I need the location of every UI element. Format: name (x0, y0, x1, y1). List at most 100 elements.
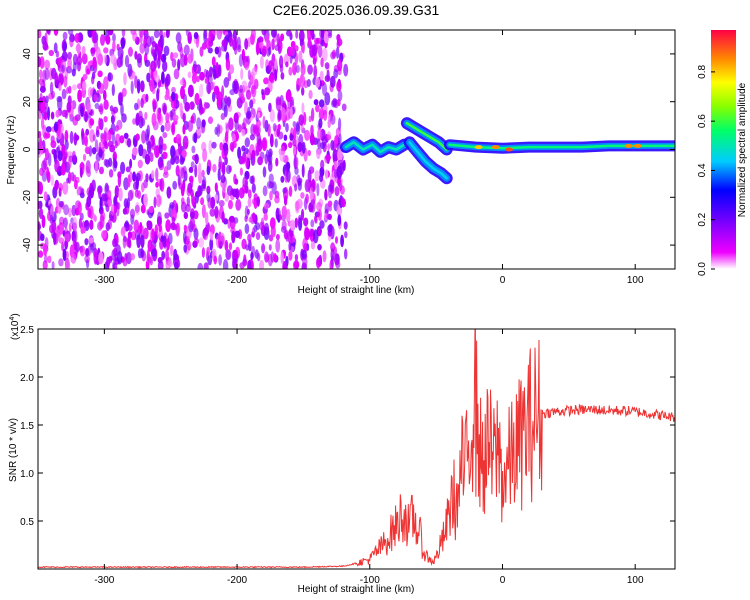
heatmap-cell (93, 215, 97, 222)
heatmap-cell (343, 63, 349, 77)
heatmap-cell (90, 47, 96, 57)
heatmap-cell (189, 101, 195, 110)
hot-spot (624, 143, 633, 148)
x-tick-label: -300 (94, 275, 114, 286)
heatmap-cell (221, 39, 227, 47)
heatmap-cell (62, 41, 67, 52)
heatmap-cell (269, 217, 276, 230)
hot-spot (491, 145, 500, 150)
heatmap-cell (261, 88, 265, 96)
heatmap-cell (320, 159, 325, 170)
heatmap-cell (61, 241, 65, 252)
heatmap-cell (144, 59, 151, 67)
heatmap-cell (112, 151, 118, 162)
heatmap-cell (111, 131, 115, 145)
heatmap-cell (38, 56, 42, 68)
heatmap-cell (194, 164, 198, 178)
heatmap-cell (251, 183, 256, 194)
heatmap-cell (236, 36, 241, 50)
heatmap-cell (92, 134, 96, 142)
heatmap-cell (268, 148, 273, 158)
heatmap-cell (269, 72, 275, 84)
heatmap-cell (88, 189, 92, 201)
heatmap-cell (288, 142, 293, 149)
heatmap-cell (61, 143, 66, 156)
heatmap-cell (241, 128, 246, 137)
heatmap-cell (53, 123, 59, 132)
heatmap-cell (187, 240, 192, 251)
heatmap-cell (114, 124, 119, 132)
heatmap-cell (73, 132, 78, 146)
heatmap-cell (264, 251, 269, 263)
heatmap-cell (161, 71, 165, 85)
heatmap-cell (151, 170, 155, 179)
heatmap-cell (101, 230, 107, 240)
heatmap-cell (269, 190, 273, 201)
heatmap-cell (80, 105, 84, 118)
heatmap-cell (219, 142, 224, 151)
heatmap-cell (53, 231, 57, 246)
heatmap-cell (85, 248, 90, 257)
snr-panel: -300 -200 -100 0 100 0.5 1.0 1.5 2.0 2.5 Height … (8, 313, 676, 595)
x-tick-label: 0 (500, 575, 506, 586)
heatmap-cell (38, 130, 42, 139)
heatmap-cell (206, 81, 212, 95)
heatmap-cell (283, 195, 288, 206)
heatmap-cell (158, 144, 163, 155)
heatmap-cell (208, 140, 213, 154)
snr-y-ticks: 0.5 1.0 1.5 2.0 2.5 (20, 325, 675, 528)
heatmap-cell (280, 107, 286, 122)
heatmap-cell (61, 88, 67, 100)
heatmap-cell (67, 51, 72, 60)
tone-track-core (408, 141, 448, 180)
heatmap-cell (53, 30, 59, 36)
heatmap-cell (181, 183, 186, 193)
heatmap-cell (295, 123, 301, 135)
heatmap-cell (210, 81, 214, 91)
y-tick-label: 0.5 (20, 517, 34, 528)
heatmap-cell (38, 207, 44, 220)
heatmap-cell (123, 132, 129, 139)
heatmap-cell (144, 153, 151, 165)
spectrogram-x-label: Height of straight line (km) (298, 285, 415, 296)
heatmap-cell (117, 173, 122, 188)
heatmap-cell (324, 189, 328, 201)
heatmap-cell (274, 68, 278, 82)
heatmap-cell (163, 31, 166, 38)
heatmap-cell (259, 55, 264, 69)
heatmap-cell (332, 149, 339, 162)
heatmap-cell (154, 74, 161, 83)
heatmap-cell (228, 117, 234, 131)
heatmap-cell (181, 149, 187, 158)
heatmap-cell (225, 249, 232, 261)
heatmap-cell (174, 155, 180, 165)
heatmap-cell (182, 124, 186, 135)
heatmap-cell (340, 198, 346, 208)
heatmap-cell (137, 225, 142, 235)
heatmap-cell (151, 112, 157, 127)
spectrogram-y-label: Frequency (Hz) (6, 116, 17, 185)
heatmap-cell (232, 188, 238, 198)
heatmap-cell (269, 109, 275, 123)
heatmap-cell (209, 232, 214, 241)
heatmap-cell (103, 47, 109, 54)
heatmap-cell (263, 213, 268, 221)
heatmap-cell (141, 249, 145, 258)
heatmap-cell (335, 127, 341, 138)
heatmap-cell (327, 119, 331, 129)
heatmap-cell (335, 46, 340, 59)
heatmap-cell (112, 238, 118, 248)
heatmap-cell (107, 30, 114, 36)
heatmap-cell (301, 262, 307, 269)
heatmap-cell (340, 234, 344, 248)
heatmap-cell (319, 173, 324, 183)
heatmap-cell (43, 243, 48, 257)
heatmap-cell (180, 201, 187, 213)
heatmap-cell (249, 33, 255, 46)
heatmap-cell (106, 256, 111, 268)
heatmap-cell (324, 169, 329, 180)
heatmap-cell (228, 165, 232, 173)
heatmap-cell (105, 34, 111, 45)
heatmap-cell (264, 119, 269, 133)
heatmap-cell (198, 162, 202, 176)
